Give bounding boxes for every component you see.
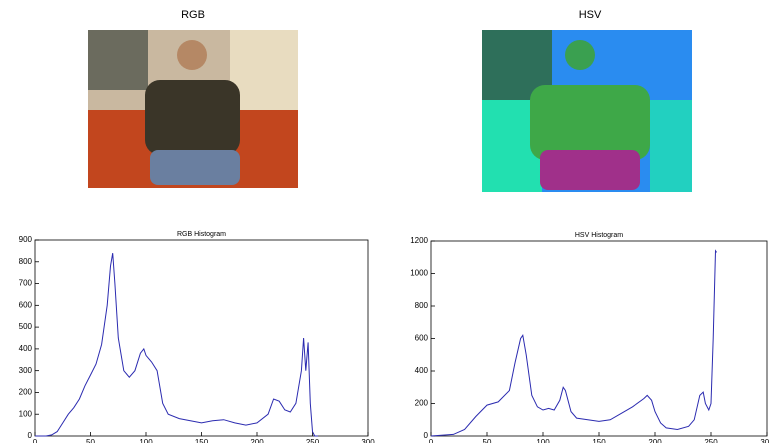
chart-title: HSV Histogram (575, 232, 623, 239)
chart-title: RGB Histogram (177, 231, 226, 238)
x-tick-label: 150 (592, 438, 606, 443)
x-tick-label: 100 (536, 438, 550, 443)
y-tick-label: 500 (19, 322, 33, 331)
y-tick-label: 700 (19, 279, 33, 288)
y-tick-label: 100 (19, 409, 33, 418)
y-tick-label: 400 (415, 366, 429, 375)
x-tick-label: 100 (139, 438, 153, 443)
x-tick-label: 0 (33, 438, 38, 443)
histogram-line (430, 249, 718, 437)
y-tick-label: 0 (28, 431, 33, 440)
hsv-image (482, 30, 692, 192)
y-tick-label: 600 (19, 300, 33, 309)
x-tick-label: 150 (195, 438, 209, 443)
x-tick-label: 0 (429, 438, 434, 443)
x-tick-label: 200 (648, 438, 662, 443)
y-tick-label: 1000 (410, 269, 428, 278)
y-tick-label: 800 (415, 301, 429, 310)
y-tick-label: 800 (19, 257, 33, 266)
y-tick-label: 900 (19, 235, 33, 244)
plot-frame (430, 240, 768, 437)
y-tick-label: 200 (19, 388, 33, 397)
y-tick-label: 200 (415, 399, 429, 408)
image-title: RGB (181, 9, 205, 21)
x-tick-label: 300 (760, 438, 769, 443)
histogram-line (35, 253, 319, 437)
y-tick-label: 600 (415, 334, 429, 343)
y-tick-label: 400 (19, 344, 33, 353)
rgb-image (88, 30, 298, 188)
plot-frame (34, 239, 369, 437)
x-tick-label: 250 (306, 438, 320, 443)
x-tick-label: 50 (483, 438, 492, 443)
x-tick-label: 300 (361, 438, 375, 443)
x-tick-label: 250 (704, 438, 718, 443)
image-title: HSV (579, 9, 602, 21)
y-tick-label: 1200 (410, 236, 428, 245)
y-tick-label: 0 (424, 431, 429, 440)
x-tick-label: 50 (86, 438, 95, 443)
y-tick-label: 300 (19, 366, 33, 375)
x-tick-label: 200 (250, 438, 264, 443)
